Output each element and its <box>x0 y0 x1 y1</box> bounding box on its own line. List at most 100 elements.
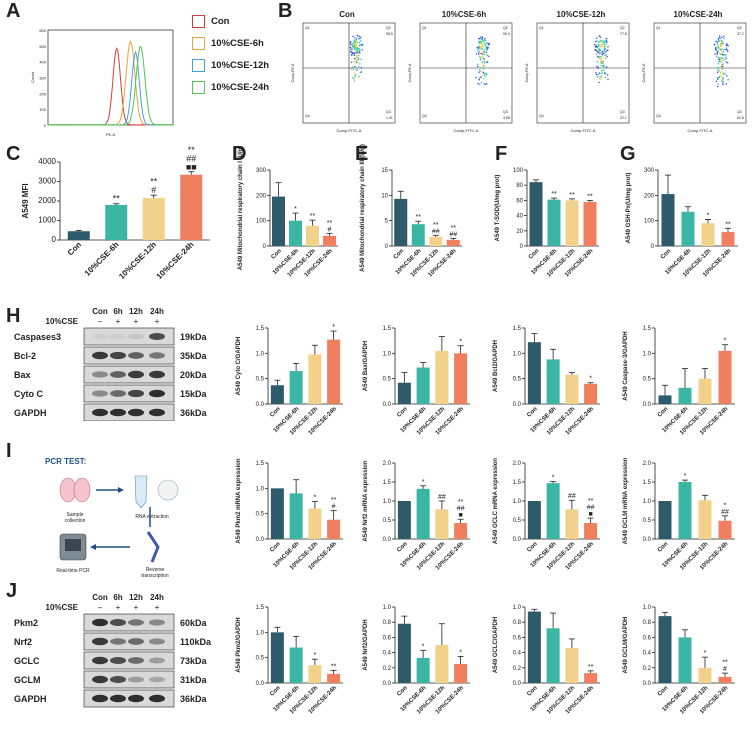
y-axis-label: A549 T-SOD(U/mg prot) <box>495 175 501 242</box>
scatter-dot <box>598 72 600 74</box>
x-axis-label: Comp-FITC-A <box>454 128 479 133</box>
scatter-dot <box>595 45 597 47</box>
y-tick-label: 2.0 <box>513 461 522 467</box>
protein-label: GCLM <box>14 675 41 685</box>
panel-label-j: J <box>6 580 18 602</box>
scatter-dot <box>354 72 356 74</box>
quadrant-label: Q2 <box>620 26 625 30</box>
bar-con <box>527 611 541 683</box>
x-tick-label: Con <box>657 406 670 419</box>
scatter-dot <box>480 36 482 39</box>
scatter-dot <box>483 51 485 53</box>
scatter-dot <box>475 53 478 55</box>
scatter-dot <box>720 61 722 63</box>
kda-label: 35kDa <box>180 351 208 361</box>
scatter-dot <box>595 73 598 76</box>
y-tick-label: 200 <box>39 91 46 96</box>
panel-label-c: C <box>6 143 21 165</box>
y-tick-label: 600 <box>39 28 46 33</box>
quadrant-value: 22.1 <box>620 116 627 120</box>
scatter-dot <box>594 49 597 51</box>
scatter-dot <box>481 49 484 52</box>
scatter-dot <box>487 42 489 45</box>
scatter-dot <box>358 50 361 52</box>
scatter-dot <box>479 67 482 69</box>
significance-mark: * <box>332 324 335 331</box>
y-tick-label: 1.0 <box>256 351 265 357</box>
scatter-dot <box>358 48 361 50</box>
lane-header: 6h <box>113 307 122 316</box>
bar-10-cse-6h <box>546 628 560 683</box>
significance-mark: * <box>314 652 317 659</box>
scatter-dot <box>357 59 359 61</box>
bar-10-cse-6h <box>546 359 560 404</box>
scatter-dot <box>484 73 487 75</box>
scatter-dot <box>351 43 353 45</box>
scatter-dot <box>486 74 488 76</box>
y-tick-label: 1000 <box>38 216 56 225</box>
scatter-dot <box>352 52 354 54</box>
bar-10-cse-6h <box>289 220 302 246</box>
scatter-dot <box>353 61 355 63</box>
y-axis-label: Comp-PE-A <box>408 63 412 82</box>
scatter-dot <box>607 78 609 81</box>
scatter-dot <box>602 64 604 67</box>
kda-label: 20kDa <box>180 370 208 380</box>
y-tick-label: 1.5 <box>513 326 522 332</box>
y-tick-label: 200 <box>256 193 267 199</box>
scatter-dot <box>601 44 603 46</box>
scatter-dot <box>600 60 602 62</box>
scatter-dot <box>600 61 602 64</box>
scatter-dot <box>721 52 724 54</box>
scatter-dot <box>595 53 597 55</box>
scatter-dot <box>599 77 601 80</box>
scatter-dot <box>353 42 355 44</box>
significance-mark: ** <box>569 192 575 199</box>
scatter-dot <box>598 49 601 52</box>
scatter-dot <box>479 40 482 42</box>
scatter-dot <box>722 73 725 76</box>
x-tick-label: Con <box>396 685 409 698</box>
significance-mark: ** <box>551 191 557 198</box>
blot-strip <box>83 670 175 689</box>
bar-10-cse-12h <box>565 200 579 246</box>
bar-10-cse-24h <box>454 353 468 404</box>
scatter-dot <box>477 63 479 65</box>
lane-sign: + <box>155 317 160 326</box>
scatter-dot <box>721 42 724 44</box>
scatter-dot <box>484 83 487 86</box>
bar-10-cse-6h <box>289 371 303 404</box>
scatter-dot <box>478 50 481 52</box>
protein-label: Bax <box>14 370 31 380</box>
scatter-dot <box>352 48 354 50</box>
scatter-dot <box>358 65 360 67</box>
significance-mark: * <box>459 339 462 346</box>
legend-swatch <box>192 15 205 28</box>
condition-label: 10%CSE <box>46 317 79 326</box>
y-tick-label: 0.5 <box>256 656 265 662</box>
blot-band <box>110 390 126 397</box>
scatter-dot <box>605 41 608 43</box>
lungs-icon <box>59 477 77 503</box>
blot-band <box>128 352 144 359</box>
quadrant-label: Q2 <box>503 26 508 30</box>
quadrant-value: 77.8 <box>620 32 627 36</box>
bar-10-cse-6h <box>678 482 692 539</box>
panel-label-i: I <box>6 440 12 462</box>
quadrant-label: Q1 <box>422 26 427 30</box>
scatter-dot <box>722 77 725 80</box>
blot-band <box>128 694 144 703</box>
bar-10-cse-12h <box>698 378 712 404</box>
scatter-dot <box>594 43 596 46</box>
blot-band <box>149 352 165 359</box>
scatter-dot <box>355 40 357 43</box>
bar-10-cse-6h <box>678 637 692 683</box>
y-tick-label: 0.4 <box>643 651 652 657</box>
scatter-dot <box>482 72 485 74</box>
quadrant-value: 37.2 <box>737 32 744 36</box>
arrow-icon <box>118 487 124 493</box>
scatter-dot <box>719 48 721 51</box>
bar-10-cse-24h <box>584 523 598 539</box>
